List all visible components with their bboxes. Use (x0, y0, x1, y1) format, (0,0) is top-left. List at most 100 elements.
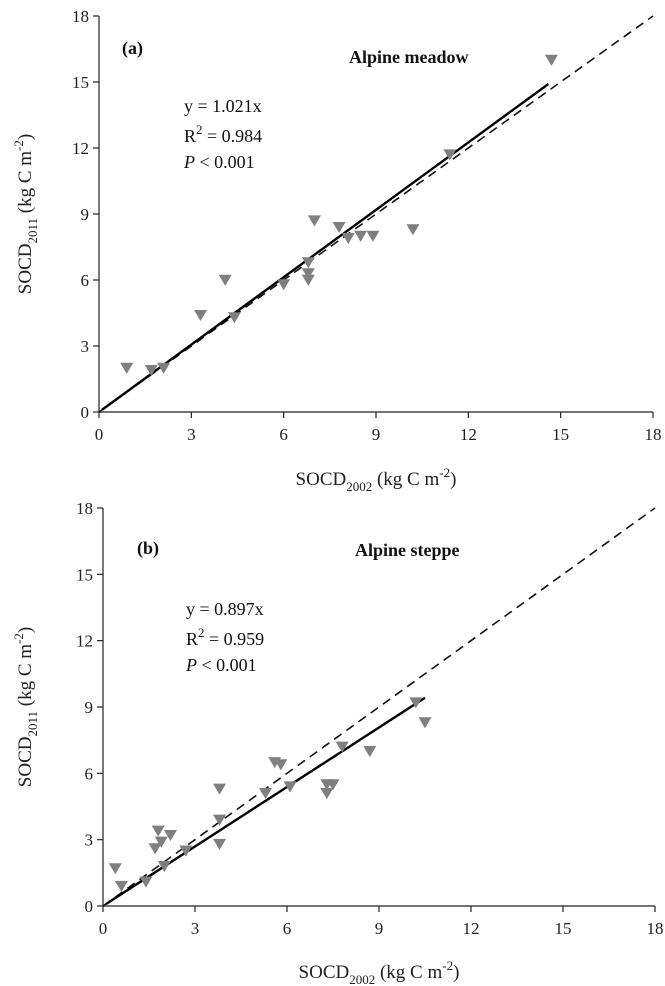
data-point (341, 233, 355, 245)
y-tick-label: 15 (72, 73, 89, 92)
data-point (213, 838, 227, 850)
y-axis-title-unit: (kg C m (15, 151, 36, 218)
r-squared-symbol: R (186, 629, 198, 649)
x-tick-label: 9 (372, 425, 381, 444)
x-axis-title: SOCD2002 (kg C m-2) (299, 958, 460, 986)
reference-line-1to1 (102, 507, 656, 907)
y-axis-title-unit-superscript: -2 (11, 633, 26, 644)
data-point (301, 268, 315, 280)
panel-title: Alpine meadow (349, 47, 469, 67)
y-tick-label: 0 (85, 897, 94, 916)
x-tick-label: 12 (460, 425, 477, 444)
data-point (163, 830, 177, 842)
data-point (335, 741, 349, 753)
x-axis-title: SOCD2002 (kg C m-2) (296, 465, 457, 494)
y-tick-label: 3 (85, 831, 94, 850)
data-point (259, 788, 273, 800)
chart-panel-b: 0 3 6 9 12 15 18 0 3 6 9 12 15 18 (b) Alpine steppe y = … (11, 499, 664, 986)
x-axis-title-unit: (kg C m (372, 469, 439, 490)
x-axis-title-unit-close: ) (453, 962, 459, 983)
p-value-text: < 0.001 (195, 152, 255, 172)
r-squared-superscript: 2 (198, 625, 205, 640)
x-axis-title-unit-superscript: -2 (442, 958, 453, 973)
data-point (151, 825, 165, 837)
chart-panel-a: 0 3 6 9 12 15 18 0 3 6 9 12 15 18 (a) Alpine meadow y = … (11, 7, 662, 494)
r-squared-value: = 0.984 (203, 126, 263, 146)
x-tick-label: 6 (283, 919, 292, 938)
data-point (301, 257, 315, 269)
y-axis-title-main: SOCD (15, 737, 36, 788)
y-axis-title-unit: (kg C m (15, 644, 36, 711)
y-axis-title-unit-close: ) (15, 134, 36, 140)
data-point (194, 310, 208, 322)
x-tick-label: 15 (555, 919, 572, 938)
x-tick-label: 12 (463, 919, 480, 938)
y-axis-title-main: SOCD (15, 244, 36, 295)
y-tick-label: 9 (85, 698, 94, 717)
x-axis-title-main: SOCD (299, 962, 350, 983)
x-tick-label: 6 (279, 425, 288, 444)
x-tick-label: 18 (647, 919, 664, 938)
data-point (157, 861, 171, 873)
data-point (409, 697, 423, 709)
y-tick-label: 3 (81, 337, 90, 356)
data-point (154, 836, 168, 848)
data-point (139, 876, 153, 888)
y-tick-label: 6 (81, 271, 90, 290)
y-axis-title-subscript: 2011 (25, 218, 40, 244)
data-point (443, 149, 457, 161)
data-point (120, 362, 134, 374)
x-tick-label: 0 (99, 919, 108, 938)
x-axis-title-unit-close: ) (450, 469, 456, 490)
y-tick-label: 9 (81, 205, 90, 224)
x-tick-label: 15 (552, 425, 569, 444)
data-point (148, 843, 162, 855)
data-point (213, 814, 227, 826)
regression-equation: y = 0.897x (186, 599, 264, 619)
x-tick-label: 9 (375, 919, 384, 938)
p-value-text: < 0.001 (197, 655, 257, 675)
regression-line (101, 83, 550, 411)
r-squared-superscript: 2 (196, 122, 203, 137)
y-tick-label: 18 (76, 499, 93, 518)
panel-label: (a) (122, 38, 143, 59)
y-tick-label: 12 (72, 139, 89, 158)
data-point (144, 365, 158, 377)
data-point (218, 274, 232, 286)
x-tick-label: 3 (187, 425, 196, 444)
x-axis-title-unit: (kg C m (375, 962, 442, 983)
x-tick-label: 3 (191, 919, 200, 938)
data-point (301, 274, 315, 286)
p-value: P < 0.001 (185, 655, 257, 675)
data-point (277, 279, 291, 291)
data-point (227, 312, 241, 324)
data-point (326, 779, 340, 791)
y-tick-label: 0 (81, 403, 90, 422)
y-tick-label: 18 (72, 7, 89, 26)
y-axis-title-unit-superscript: -2 (11, 140, 26, 151)
r-squared: R2 = 0.959 (186, 625, 264, 649)
data-point (179, 845, 193, 857)
data-point (320, 788, 334, 800)
y-tick-label: 15 (76, 565, 93, 584)
data-point (544, 54, 558, 66)
p-symbol: P (185, 655, 197, 675)
regression-line (105, 696, 426, 906)
data-point (406, 224, 420, 236)
y-axis-title: SOCD2011 (kg C m-2) (11, 134, 40, 294)
x-axis-title-subscript: 2002 (349, 972, 375, 986)
x-axis-title-subscript: 2002 (346, 479, 372, 494)
y-axis-title-unit-close: ) (15, 627, 36, 633)
data-point (363, 746, 377, 758)
data-point (114, 880, 128, 892)
y-tick-label: 12 (76, 632, 93, 651)
data-point (366, 230, 380, 242)
data-point (213, 783, 227, 795)
data-point (274, 759, 288, 771)
data-point (283, 781, 297, 793)
p-value: P < 0.001 (183, 152, 255, 172)
y-axis-title-subscript: 2011 (25, 711, 40, 737)
regression-equation: y = 1.021x (184, 96, 262, 116)
data-point (307, 215, 321, 227)
